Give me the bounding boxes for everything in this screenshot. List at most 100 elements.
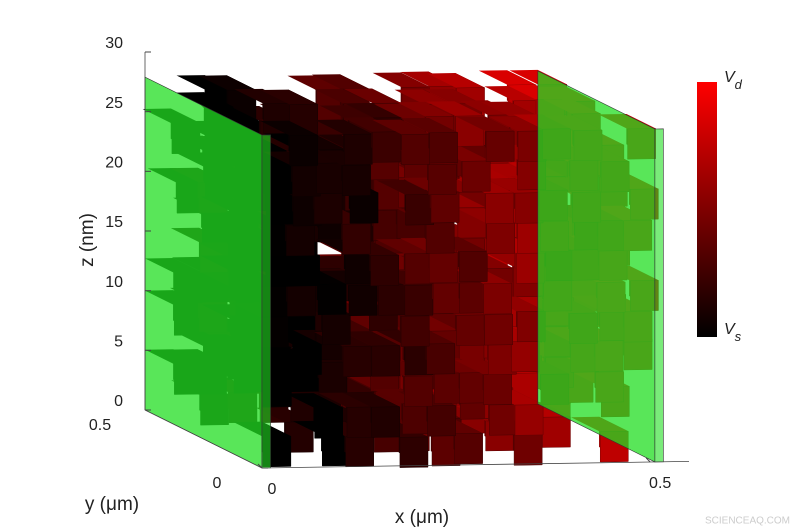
voxel-front: [485, 130, 515, 163]
voxel-top: [343, 88, 402, 104]
voxel-top: [400, 117, 458, 133]
colorbar: [697, 82, 717, 337]
voxel-front: [322, 313, 351, 346]
voxel-top: [198, 75, 256, 91]
voxel-front: [287, 285, 316, 317]
voxel-front: [289, 134, 319, 167]
x-tick-label: 0: [268, 481, 277, 498]
voxel-top: [427, 73, 485, 88]
voxel-front: [483, 373, 512, 406]
voxel-front: [342, 164, 371, 197]
voxel-front: [426, 343, 456, 375]
voxel-front: [427, 163, 457, 196]
voxel-front: [313, 193, 343, 225]
voxel-top: [396, 101, 454, 117]
voxel-top: [175, 92, 234, 108]
voxel-top: [317, 392, 376, 408]
voxel-front: [511, 340, 540, 373]
voxel-front: [542, 416, 571, 448]
voxel-front: [461, 160, 491, 192]
y-tick-label: 0: [213, 475, 222, 492]
z-tick-label: 30: [105, 35, 123, 52]
x-axis: [261, 461, 690, 469]
contact: [144, 76, 263, 469]
voxel-front: [404, 375, 433, 407]
voxel-top: [342, 392, 400, 408]
voxel-front: [404, 284, 434, 316]
voxel-top: [285, 393, 343, 409]
voxel-front: [433, 282, 462, 314]
voxel-top: [260, 120, 318, 136]
voxel-front: [456, 314, 485, 346]
voxel-top: [480, 101, 539, 117]
colorbar-top-label: Vd: [724, 69, 743, 92]
voxel-front: [293, 344, 322, 376]
voxel-front: [342, 223, 371, 255]
voxel-front: [428, 252, 458, 284]
voxel-front: [371, 345, 401, 377]
voxel-front: [314, 407, 343, 439]
voxel-top: [424, 89, 482, 104]
voxel-top: [372, 119, 430, 135]
voxel-top: [394, 89, 452, 105]
voxel-front: [317, 283, 347, 315]
z-tick-label: 20: [105, 155, 123, 172]
contact: [537, 70, 656, 463]
voxel-top: [176, 75, 234, 91]
voxel-front: [344, 133, 373, 165]
voxel-front: [345, 435, 374, 468]
voxel-top: [260, 89, 318, 105]
voxel-front: [342, 345, 372, 378]
voxel-front: [349, 192, 379, 224]
voxel-top: [201, 106, 259, 122]
voxel-front: [286, 224, 315, 257]
z-axis-label: z (nm): [77, 213, 98, 267]
voxel-front: [484, 314, 513, 346]
x-tick-label: 0.5: [649, 475, 671, 492]
voxel-front: [401, 133, 431, 166]
voxel-top: [372, 72, 430, 88]
voxel-top: [426, 101, 484, 117]
voxel-front: [483, 283, 512, 315]
subscript: s: [735, 329, 742, 344]
voxel-front: [427, 405, 456, 437]
voxel-front: [485, 192, 514, 224]
voxel-front: [405, 194, 434, 226]
voxel-top: [314, 88, 372, 104]
voxel-front: [399, 436, 429, 468]
contact-edge: [261, 134, 271, 469]
voxel-front: [514, 404, 544, 436]
voxel-top: [374, 103, 432, 119]
z-tick-label: 25: [105, 95, 123, 112]
z-tick-label: 0: [114, 393, 123, 410]
z-tick-label: 5: [114, 334, 123, 351]
voxel-front: [458, 250, 488, 283]
x-axis-label: x (μm): [395, 507, 449, 528]
voxel-front: [489, 404, 518, 436]
voxel-front: [454, 433, 483, 465]
voxel-front: [291, 255, 320, 287]
voxel-front: [348, 284, 378, 316]
voxel-top: [400, 71, 458, 87]
y-axis-label: y (μm): [85, 494, 139, 515]
voxel-front: [434, 372, 463, 404]
voxel-top: [344, 103, 403, 118]
voxel-top: [315, 119, 373, 135]
voxel-front: [344, 252, 374, 285]
voxel-front: [372, 131, 401, 163]
voxel-front: [430, 191, 460, 223]
voxel-top: [484, 85, 542, 101]
voxel-top: [287, 75, 345, 91]
voxel-front: [316, 162, 346, 194]
voxel-front: [370, 254, 399, 286]
voxel-top: [375, 238, 434, 254]
voxel-front: [371, 406, 400, 438]
voxel-top: [478, 70, 537, 86]
contact-edge: [654, 128, 664, 463]
x-tick: [645, 457, 651, 463]
voxel-front: [400, 315, 430, 347]
x-tick: [257, 463, 263, 469]
voxel-front: [425, 222, 455, 254]
